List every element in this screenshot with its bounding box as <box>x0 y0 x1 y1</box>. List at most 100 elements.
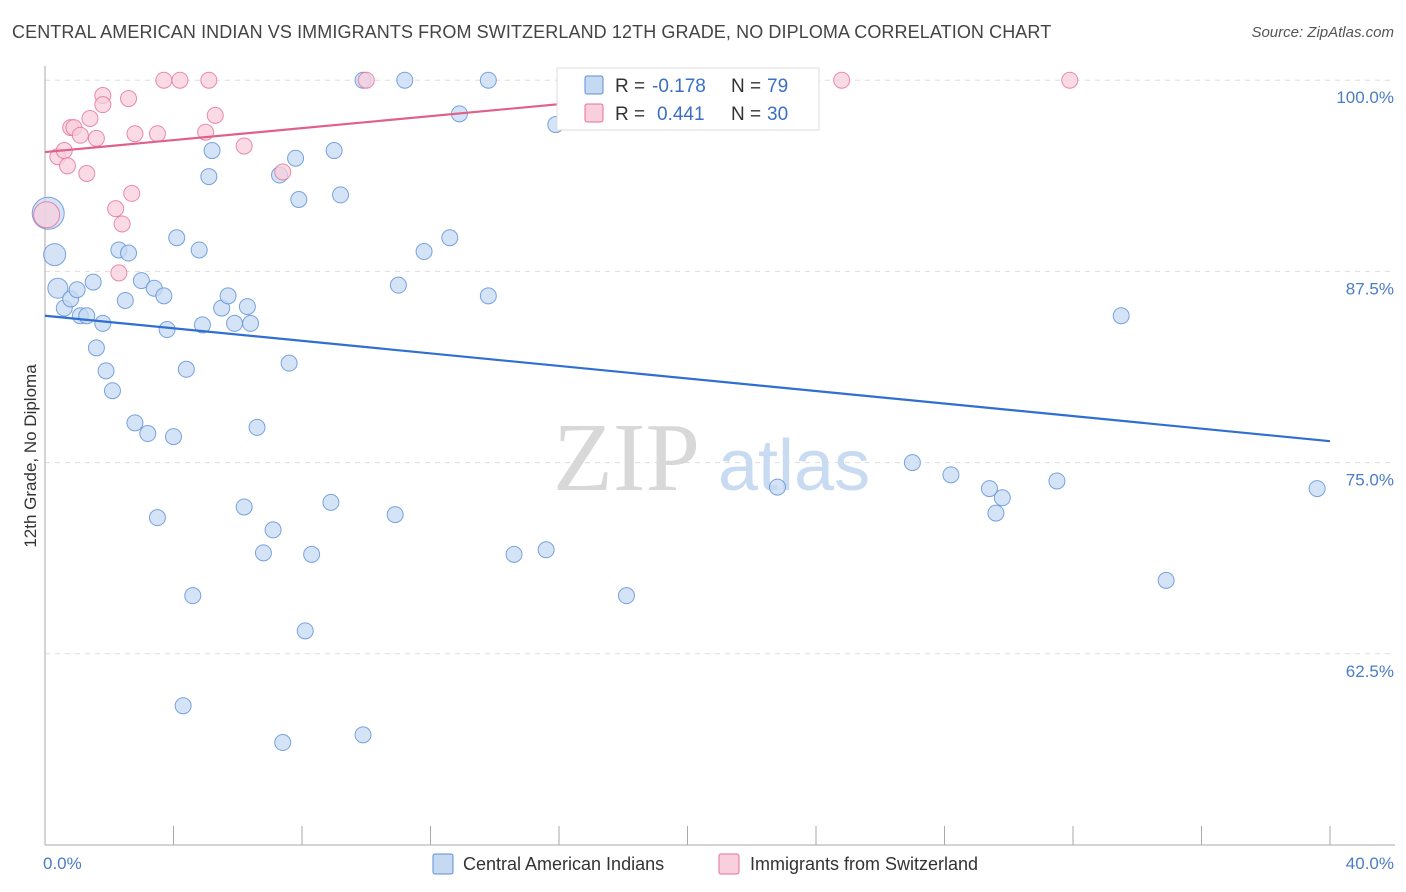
data-point-pink <box>71 126 89 144</box>
data-point-blue <box>396 71 414 89</box>
data-point-pink <box>78 165 96 183</box>
data-point-pink <box>87 129 105 147</box>
grid-lines <box>45 79 1395 655</box>
data-point-pink <box>833 71 851 89</box>
data-point-blue <box>617 587 635 605</box>
data-point-pink <box>200 71 218 89</box>
data-point-blue <box>103 382 121 400</box>
data-point-pink <box>94 96 112 114</box>
data-point-blue <box>120 244 138 262</box>
data-point-blue <box>87 339 105 357</box>
x-tick-label-min: 0.0% <box>43 854 82 873</box>
data-point-blue <box>238 298 256 316</box>
data-point-blue <box>158 321 176 339</box>
data-point-blue <box>190 241 208 259</box>
data-point-blue <box>132 272 150 290</box>
data-point-pink <box>357 71 375 89</box>
data-point-blue <box>389 276 407 294</box>
data-point-blue <box>768 478 786 496</box>
data-point-pink <box>155 71 173 89</box>
legend-label-pink: Immigrants from Switzerland <box>750 854 978 874</box>
data-point-blue <box>177 360 195 378</box>
data-point-pink <box>123 184 141 202</box>
data-point-blue <box>287 149 305 167</box>
data-point-pink <box>274 163 292 181</box>
data-point-blue <box>248 418 266 436</box>
data-point-blue <box>1157 571 1175 589</box>
data-point-blue <box>97 362 115 380</box>
trend-line-blue <box>44 314 1331 443</box>
data-point-blue <box>280 354 298 372</box>
chart-title: CENTRAL AMERICAN INDIAN VS IMMIGRANTS FR… <box>12 22 1052 42</box>
data-point-pink <box>206 106 224 124</box>
stats-r-label-pink: R = <box>615 104 645 125</box>
data-point-blue <box>242 314 260 332</box>
stats-n-value-blue: 79 <box>767 76 788 97</box>
legend-swatch-blue <box>432 853 454 875</box>
data-point-blue <box>505 545 523 563</box>
bottom-legend: Central American Indians Immigrants from… <box>432 853 978 875</box>
data-point-blue <box>322 493 340 511</box>
data-point-pink <box>171 71 189 89</box>
stats-r-value-pink: 0.441 <box>657 104 705 125</box>
data-point-blue <box>94 314 112 332</box>
data-point-pink <box>58 157 76 175</box>
data-point-pink <box>107 200 125 218</box>
data-point-blue <box>148 509 166 527</box>
data-point-pink <box>148 125 166 143</box>
data-point-pink <box>81 109 99 127</box>
data-point-blue <box>479 71 497 89</box>
data-point-blue <box>168 229 186 247</box>
data-point-blue <box>193 316 211 334</box>
data-point-blue <box>354 726 372 744</box>
data-point-blue <box>254 544 272 562</box>
y-axis-title: 12th Grade, No Diploma <box>21 364 40 548</box>
x-tick-label-max: 40.0% <box>1346 854 1394 873</box>
stats-n-label-blue: N = <box>731 76 761 97</box>
data-point-blue <box>219 287 237 305</box>
data-point-blue <box>942 466 960 484</box>
data-point-blue <box>226 314 244 332</box>
data-point-blue <box>155 287 173 305</box>
data-point-pink <box>113 215 131 233</box>
data-point-pink <box>33 201 61 229</box>
data-point-blue <box>184 587 202 605</box>
data-point-blue <box>980 480 998 498</box>
data-point-blue <box>139 425 157 443</box>
data-point-blue <box>235 498 253 516</box>
data-point-blue <box>274 734 292 752</box>
y-tick-label: 62.5% <box>1346 662 1394 681</box>
watermark: ZIP atlas <box>553 404 870 512</box>
y-tick-label: 87.5% <box>1346 279 1394 298</box>
y-tick-label: 75.0% <box>1346 471 1394 490</box>
data-point-pink <box>120 90 138 108</box>
legend-swatch-pink <box>718 853 740 875</box>
watermark-zip: ZIP <box>553 404 700 512</box>
legend-label-blue: Central American Indians <box>463 854 664 874</box>
y-tick-label: 100.0% <box>1336 88 1394 107</box>
trend-lines <box>44 79 1331 443</box>
data-point-blue <box>1048 472 1066 490</box>
stats-swatch-pink <box>584 103 604 123</box>
stats-r-label-blue: R = <box>615 76 645 97</box>
data-point-blue <box>203 142 221 160</box>
stats-legend: R = -0.178 N = 79 R = 0.441 N = 30 <box>556 67 820 131</box>
data-point-blue <box>1112 307 1130 325</box>
data-point-blue <box>479 287 497 305</box>
data-point-pink <box>110 264 128 282</box>
data-point-blue <box>68 281 86 299</box>
data-point-blue <box>537 541 555 559</box>
stats-n-value-pink: 30 <box>767 104 788 125</box>
data-point-blue <box>43 243 67 267</box>
data-point-blue <box>116 291 134 309</box>
data-point-blue <box>386 506 404 524</box>
data-point-blue <box>200 168 218 186</box>
axes <box>44 66 1395 846</box>
watermark-atlas: atlas <box>718 426 870 506</box>
data-point-blue <box>1308 480 1326 498</box>
data-point-blue <box>441 229 459 247</box>
axis-labels: 62.5% 75.0% 87.5% 100.0% 0.0% 40.0% 12th Grade… <box>21 88 1394 873</box>
source-label: Source: ZipAtlas.com <box>1251 24 1394 41</box>
data-point-blue <box>174 697 192 715</box>
